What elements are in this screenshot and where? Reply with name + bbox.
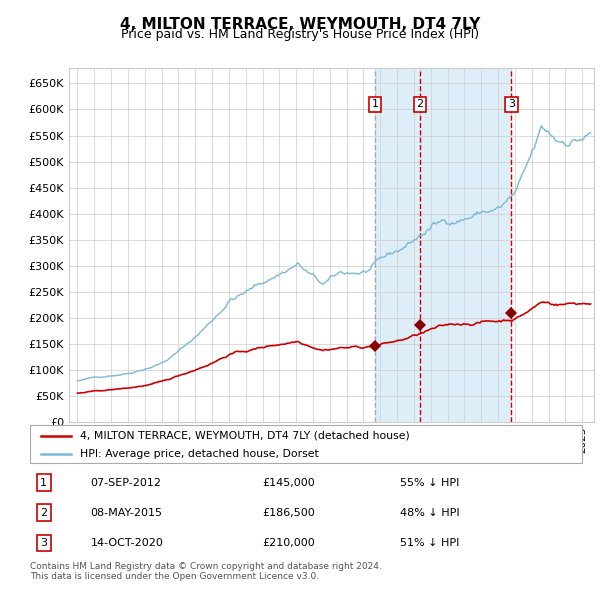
Text: 1: 1	[40, 477, 47, 487]
Bar	[375, 68, 511, 422]
Text: 3: 3	[40, 538, 47, 548]
Text: 08-MAY-2015: 08-MAY-2015	[91, 508, 163, 518]
Text: £186,500: £186,500	[262, 508, 314, 518]
Text: HPI: Average price, detached house, Dorset: HPI: Average price, detached house, Dors…	[80, 448, 319, 458]
Text: 2: 2	[40, 508, 47, 518]
Text: Contains HM Land Registry data © Crown copyright and database right 2024.: Contains HM Land Registry data © Crown c…	[30, 562, 382, 571]
Text: 55% ↓ HPI: 55% ↓ HPI	[400, 477, 459, 487]
Text: 14-OCT-2020: 14-OCT-2020	[91, 538, 164, 548]
Text: Price paid vs. HM Land Registry's House Price Index (HPI): Price paid vs. HM Land Registry's House …	[121, 28, 479, 41]
Text: 4, MILTON TERRACE, WEYMOUTH, DT4 7LY: 4, MILTON TERRACE, WEYMOUTH, DT4 7LY	[120, 17, 480, 31]
Text: £210,000: £210,000	[262, 538, 314, 548]
Text: This data is licensed under the Open Government Licence v3.0.: This data is licensed under the Open Gov…	[30, 572, 319, 581]
Text: 1: 1	[371, 99, 379, 109]
Text: 48% ↓ HPI: 48% ↓ HPI	[400, 508, 460, 518]
FancyBboxPatch shape	[30, 425, 582, 463]
Text: 4, MILTON TERRACE, WEYMOUTH, DT4 7LY (detached house): 4, MILTON TERRACE, WEYMOUTH, DT4 7LY (de…	[80, 431, 409, 441]
Text: 51% ↓ HPI: 51% ↓ HPI	[400, 538, 459, 548]
Text: £145,000: £145,000	[262, 477, 314, 487]
Text: 07-SEP-2012: 07-SEP-2012	[91, 477, 162, 487]
Text: 3: 3	[508, 99, 515, 109]
Text: 2: 2	[416, 99, 424, 109]
